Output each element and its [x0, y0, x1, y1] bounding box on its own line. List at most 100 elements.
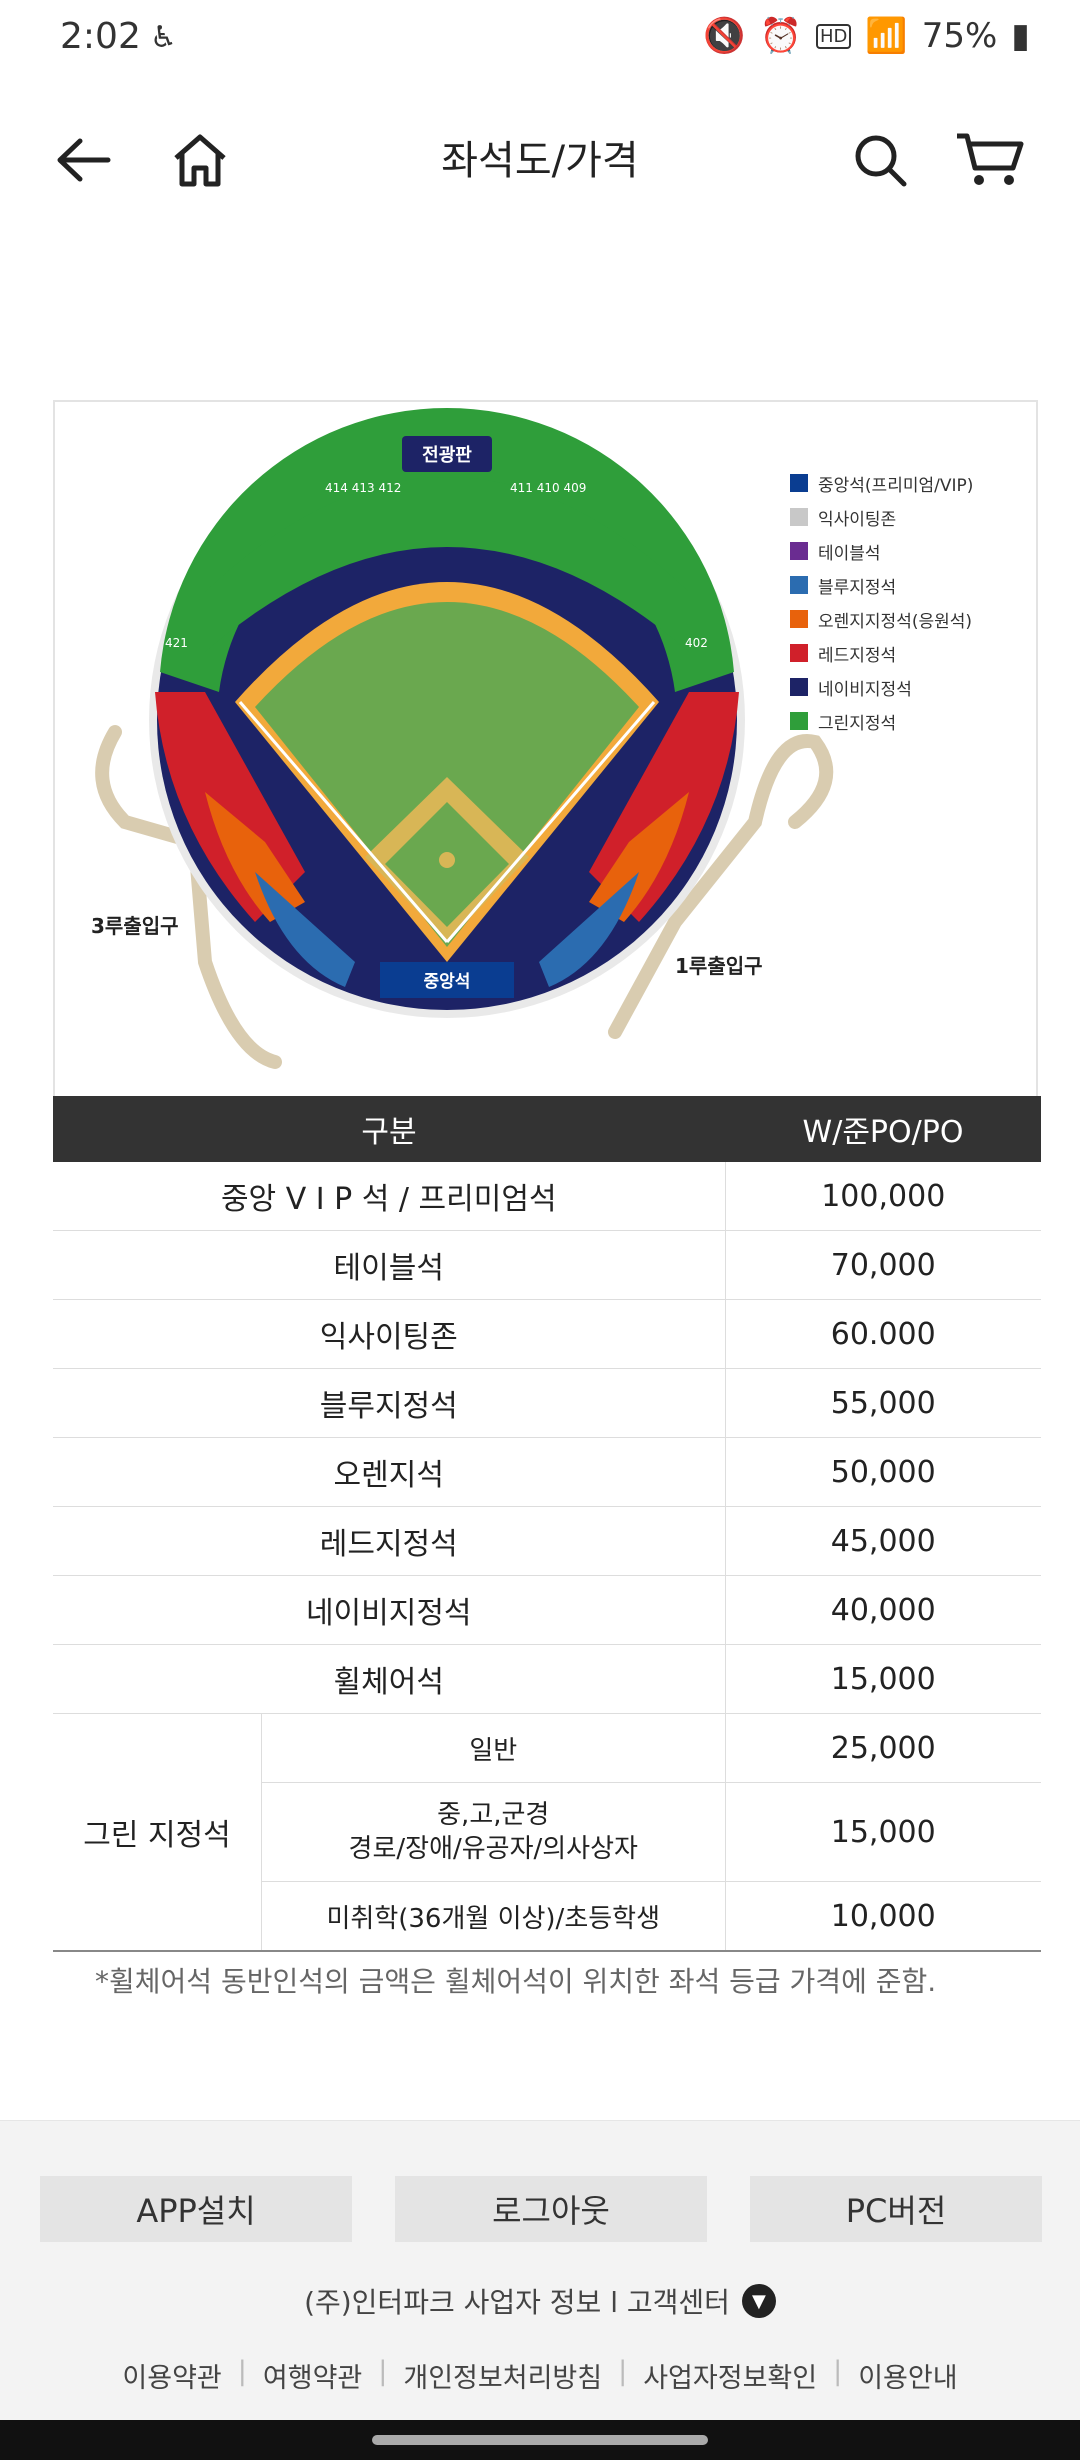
- legend-label: 테이블석: [818, 543, 881, 564]
- stadium-diagram: 중앙석 전광판 414 413 412 411 410 409 421 402 …: [95, 407, 834, 1069]
- system-nav-bar: [0, 2420, 1080, 2460]
- legend-item: 네이비지정석: [790, 670, 973, 704]
- accessibility-icon: ♿: [150, 20, 177, 55]
- table-row: 휠체어석 15,000: [53, 1644, 1041, 1714]
- seat-type: 휠체어석: [53, 1644, 725, 1714]
- divider: |: [378, 2356, 388, 2387]
- app-install-button[interactable]: APP설치: [40, 2176, 352, 2242]
- chevron-down-icon: ▼: [741, 2284, 776, 2318]
- search-icon: [855, 135, 907, 187]
- footer: APP설치 로그아웃 PC버전 (주)인터파크 사업자 정보 l 고객센터 ▼ …: [0, 2120, 1080, 2421]
- back-button[interactable]: [42, 120, 122, 200]
- seat-type: 네이비지정석: [53, 1575, 725, 1645]
- logout-button[interactable]: 로그아웃: [395, 2176, 707, 2242]
- scoreboard-label: 전광판: [422, 445, 472, 466]
- footer-links: 이용약관 | 여행약관 | 개인정보처리방침 | 사업자정보확인 | 이용안내: [0, 2356, 1080, 2395]
- back-arrow-icon: [57, 138, 111, 182]
- seat-price: 45,000: [724, 1506, 1041, 1576]
- divider: |: [833, 2356, 843, 2387]
- table-row: 네이비지정석 40,000: [53, 1575, 1041, 1645]
- section-number: 421: [165, 636, 188, 650]
- page-title: 좌석도/가격: [441, 138, 639, 184]
- seat-type: 중앙 V I P 석 / 프리미엄석: [53, 1162, 725, 1231]
- legend-item: 테이블석: [790, 534, 973, 568]
- column-header-price: W/준PO/PO: [725, 1096, 1041, 1162]
- legend-label: 오렌지지정석(응원석): [818, 611, 973, 632]
- entrance-3b-label: 3루출입구: [91, 914, 179, 938]
- battery-text: 75%: [921, 16, 998, 56]
- legend-label: 블루지정석: [818, 577, 897, 598]
- table-row: 익사이팅존 60.000: [53, 1299, 1041, 1369]
- home-button[interactable]: [160, 120, 240, 200]
- seat-price: 40,000: [724, 1575, 1041, 1645]
- terms-link[interactable]: 이용약관: [122, 2363, 222, 2394]
- table-row: 블루지정석 55,000: [53, 1368, 1041, 1438]
- seat-price: 100,000: [724, 1162, 1041, 1231]
- privacy-policy-link[interactable]: 개인정보처리방침: [403, 2363, 603, 2394]
- price-table: 구분 W/준PO/PO 중앙 V I P 석 / 프리미엄석 100,000 테이…: [53, 1096, 1041, 1952]
- seat-price: 55,000: [724, 1368, 1041, 1438]
- legend-swatch: [790, 678, 808, 696]
- table-row: 중앙 V I P 석 / 프리미엄석 100,000: [53, 1162, 1041, 1231]
- legend-swatch: [790, 712, 808, 730]
- seat-subtype: 중,고,군경 경로/장애/유공자/의사상자: [261, 1782, 725, 1882]
- usage-guide-link[interactable]: 이용안내: [858, 2363, 958, 2394]
- company-info[interactable]: (주)인터파크 사업자 정보 l 고객센터 ▼: [0, 2281, 1080, 2321]
- seat-subtype: 미취학(36개월 이상)/초등학생: [261, 1881, 725, 1952]
- status-icons: 🔇 ⏰ HD 📶 75% ▮: [703, 16, 1030, 56]
- legend-swatch: [790, 644, 808, 662]
- legend-label: 익사이팅존: [818, 509, 897, 530]
- status-bar: 2:02 ♿ 🔇 ⏰ HD 📶 75% ▮: [0, 0, 1080, 80]
- seat-price: 60.000: [724, 1299, 1041, 1369]
- seat-legend: 중앙석(프리미엄/VIP) 익사이팅존 테이블석 블루지정석 오렌지지정석(응원…: [790, 466, 973, 738]
- alarm-icon: ⏰: [759, 16, 802, 56]
- seat-type: 오렌지석: [53, 1437, 725, 1507]
- pc-version-button[interactable]: PC버전: [750, 2176, 1042, 2242]
- home-icon: [174, 134, 226, 187]
- seat-price: 70,000: [724, 1230, 1041, 1300]
- seat-type: 테이블석: [53, 1230, 725, 1300]
- status-time: 2:02: [60, 16, 141, 57]
- legend-item: 블루지정석: [790, 568, 973, 602]
- table-row: 그린 지정석 일반 25,000: [53, 1713, 1041, 1952]
- seat-map: 중앙석 전광판 414 413 412 411 410 409 421 402 …: [53, 400, 1038, 1098]
- hd-voice-icon: HD: [815, 23, 852, 49]
- legend-label: 네이비지정석: [818, 679, 912, 700]
- legend-item: 레드지정석: [790, 636, 973, 670]
- legend-label: 중앙석(프리미엄/VIP): [818, 475, 974, 496]
- section-number: 402: [685, 636, 708, 650]
- seat-type: 레드지정석: [53, 1506, 725, 1576]
- legend-item: 그린지정석: [790, 704, 973, 738]
- legend-swatch: [790, 474, 808, 492]
- home-gesture-handle[interactable]: [372, 2435, 708, 2445]
- divider: |: [237, 2356, 247, 2387]
- seat-type: 블루지정석: [53, 1368, 725, 1438]
- legend-swatch: [790, 542, 808, 560]
- section-number: 411 410 409: [510, 481, 586, 495]
- table-row: 중,고,군경 경로/장애/유공자/의사상자 15,000: [53, 1782, 1041, 1882]
- legend-item: 오렌지지정석(응원석): [790, 602, 973, 636]
- search-button[interactable]: [840, 120, 920, 200]
- wifi-icon: 📶: [865, 16, 908, 56]
- legend-swatch: [790, 576, 808, 594]
- divider: |: [618, 2356, 628, 2387]
- seat-price: 50,000: [724, 1437, 1041, 1507]
- center-seat-label: 중앙석: [424, 972, 471, 992]
- battery-icon: ▮: [1011, 16, 1030, 56]
- business-info-link[interactable]: 사업자정보확인: [643, 2363, 818, 2394]
- legend-swatch: [790, 610, 808, 628]
- mute-icon: 🔇: [703, 16, 746, 56]
- section-number: 414 413 412: [325, 481, 401, 495]
- top-bar: 좌석도/가격: [0, 100, 1080, 210]
- legend-label: 그린지정석: [818, 713, 897, 734]
- cart-button[interactable]: [950, 120, 1030, 200]
- cart-icon: [957, 133, 1024, 185]
- green-seat-group-label: 그린 지정석: [53, 1713, 262, 1952]
- seat-price: 15,000: [724, 1782, 1041, 1882]
- entrance-1b-label: 1루출입구: [675, 954, 763, 978]
- table-row: 미취학(36개월 이상)/초등학생 10,000: [53, 1881, 1041, 1952]
- seat-price: 25,000: [724, 1713, 1041, 1783]
- travel-terms-link[interactable]: 여행약관: [262, 2363, 363, 2394]
- wheelchair-note: *휠체어석 동반인석의 금액은 휠체어석이 위치한 좌석 등급 가격에 준함.: [95, 1965, 937, 1998]
- column-header-category: 구분: [53, 1096, 725, 1162]
